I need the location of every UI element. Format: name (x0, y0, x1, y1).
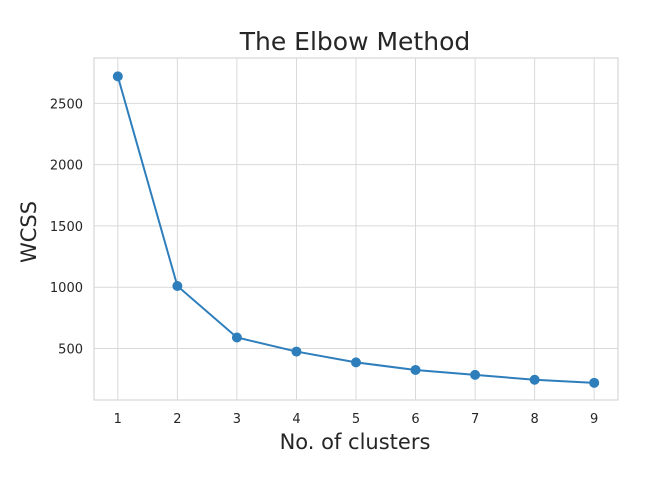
y-axis-label: WCSS (17, 201, 41, 263)
y-tick-label: 2500 (50, 97, 83, 112)
x-tick-label: 5 (352, 412, 360, 427)
x-tick-label: 6 (411, 412, 419, 427)
x-tick-label: 1 (114, 412, 122, 427)
data-point (351, 357, 361, 368)
data-point (112, 71, 123, 82)
data-point (231, 332, 242, 343)
x-tick-label: 7 (471, 412, 479, 427)
grid-lines (94, 58, 618, 400)
data-point (291, 346, 302, 357)
y-tick-label: 1500 (50, 220, 83, 235)
y-tick-label: 2000 (50, 159, 83, 174)
x-tick-label: 9 (590, 412, 598, 427)
data-point (172, 281, 183, 291)
x-axis-label: No. of clusters (280, 430, 431, 454)
x-tick-label: 8 (530, 412, 538, 427)
y-tick-label: 500 (58, 343, 83, 358)
tick-labels: 1 2 3 4 5 6 7 8 9 500 1000 1500 2000 2500 (50, 97, 598, 427)
chart-title: The Elbow Method (239, 27, 471, 56)
data-point (470, 369, 481, 380)
series-layer (112, 71, 600, 388)
data-point (589, 377, 600, 388)
y-tick-label: 1000 (50, 281, 83, 296)
x-tick-label: 2 (173, 412, 181, 427)
x-tick-label: 4 (292, 412, 300, 427)
x-tick-label: 3 (233, 412, 241, 427)
data-point (410, 364, 421, 375)
data-point (529, 374, 540, 385)
